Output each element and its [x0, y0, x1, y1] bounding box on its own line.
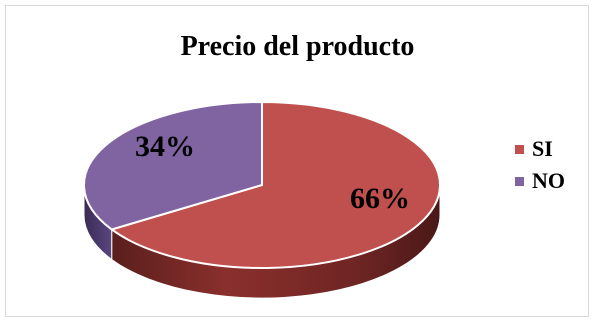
- legend-swatch-si: [515, 144, 524, 154]
- pie-data-labels: 66% 34%: [135, 130, 410, 215]
- legend-label-si: SI: [532, 136, 553, 161]
- legend-item-si: SI: [515, 133, 585, 165]
- legend-label-no: NO: [532, 168, 565, 193]
- pie-slice-si: [109, 100, 441, 269]
- pie-slice-no: [83, 100, 263, 231]
- chart-title: Precio del producto: [180, 31, 415, 62]
- legend: SI NO: [515, 133, 585, 197]
- pie-top-faces: [83, 100, 441, 269]
- data-label-no: 34%: [135, 130, 195, 163]
- legend-swatch-no: [515, 176, 524, 186]
- legend-item-no: NO: [515, 165, 585, 197]
- data-label-si: 66%: [350, 182, 410, 215]
